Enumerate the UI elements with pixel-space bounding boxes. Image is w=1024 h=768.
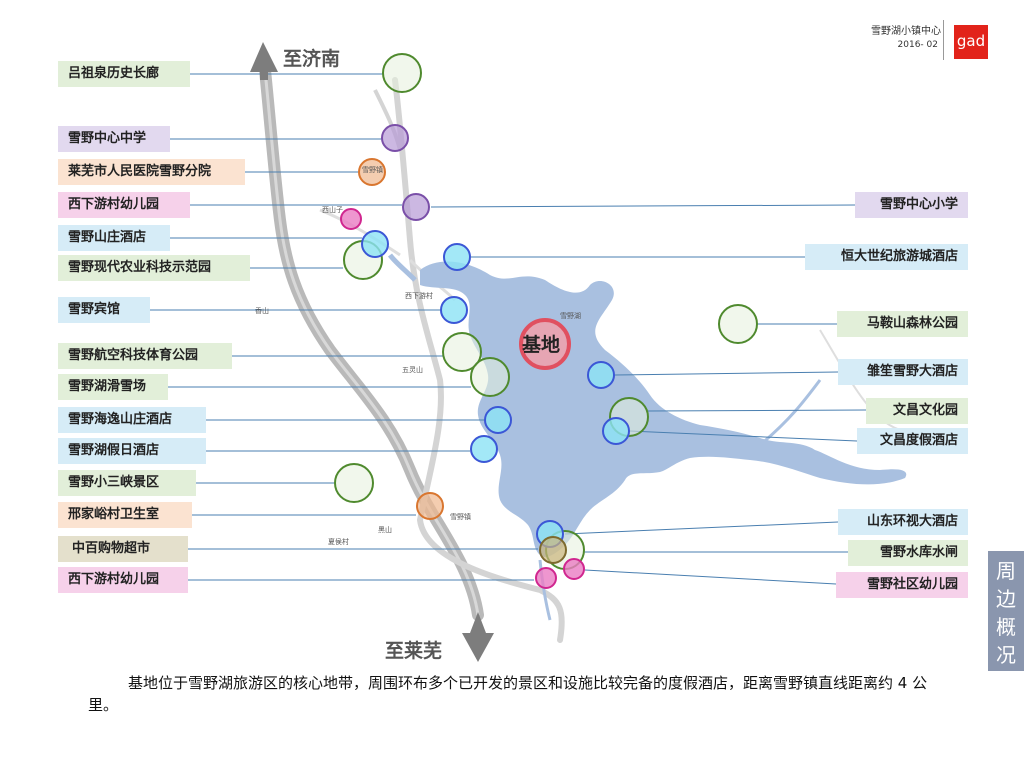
label-left-ski-resort: 雪野湖滑雪场 <box>58 374 168 400</box>
label-right-huanshi-hotel: 山东环视大酒店 <box>838 509 968 535</box>
marker-primary-school <box>402 193 430 221</box>
marker-clinic <box>416 492 444 520</box>
north-direction-label: 至济南 <box>283 48 341 70</box>
lake-arm <box>538 559 552 621</box>
label-left-kindergarten-2: 西下游村幼儿园 <box>58 567 188 593</box>
label-left-three-gorges: 雪野小三峡景区 <box>58 470 196 496</box>
road-branch <box>319 208 401 257</box>
map-text-xishanzi: 西山子 <box>322 205 343 214</box>
marker-hospital <box>358 158 386 186</box>
label-left-guesthouse: 雪野宾馆 <box>58 297 150 323</box>
label-left-shanzhuang-hotel: 雪野山庄酒店 <box>58 225 170 251</box>
kindergarten-markers <box>340 208 585 589</box>
marker-kindergarten-3 <box>563 558 585 580</box>
north-arrow <box>250 42 278 80</box>
label-left-haiyi-hotel: 雪野海逸山庄酒店 <box>58 407 206 433</box>
marker-wenchang-hotel <box>602 417 630 445</box>
map-text-heishan: 黑山 <box>378 525 392 534</box>
marker-haiyi-hotel <box>484 406 512 434</box>
label-right-wenchang-culture: 文昌文化园 <box>866 398 968 424</box>
label-left-hospital: 莱芜市人民医院雪野分院 <box>58 159 245 185</box>
lake-arm <box>387 253 417 282</box>
header-title: 雪野湖小镇中心 <box>871 26 941 37</box>
map-text-xiangshan: 香山 <box>255 306 269 315</box>
label-right-maanshan-park: 马鞍山森林公园 <box>837 311 968 337</box>
label-left-lvzuquan: 吕祖泉历史长廊 <box>58 61 190 87</box>
caption-text: 基地位于雪野湖旅游区的核心地带，周围环布多个已开发的景区和设施比较完备的度假酒店… <box>88 674 928 714</box>
section-tab-char: 况 <box>996 643 1016 667</box>
south-direction-label: 至莱芜 <box>385 640 443 662</box>
south-arrow <box>462 612 494 662</box>
header-date: 2016- 02 <box>897 40 938 50</box>
label-left-supermarket: 中百购物超市 <box>58 536 188 562</box>
marker-three-gorges <box>334 463 374 503</box>
site-label: 基地 <box>522 334 561 356</box>
map-place-names: 雪野湖 雪野镇 五灵山 香山 黑山 夏侯村 西下游村 西山子 雪野镇 <box>255 165 581 546</box>
map-text-xixiayou: 西下游村 <box>405 291 433 300</box>
map-text-town2: 雪野镇 <box>362 165 383 174</box>
label-left-clinic: 邢家峪村卫生室 <box>58 502 192 528</box>
label-right-evergrande-hotel: 恒大世纪旅游城酒店 <box>805 244 968 270</box>
label-left-aviation-park: 雪野航空科技体育公园 <box>58 343 232 369</box>
map-text-town: 雪野镇 <box>450 512 471 521</box>
header-divider <box>943 20 944 60</box>
label-right-community-kindergarten: 雪野社区幼儿园 <box>836 572 968 598</box>
marker-xueye-guesthouse <box>440 296 468 324</box>
label-left-kindergarten-1: 西下游村幼儿园 <box>58 192 190 218</box>
marker-aviation-park <box>442 332 482 372</box>
marker-ski-resort <box>470 357 510 397</box>
marker-maanshan-park <box>718 304 758 344</box>
marker-shanzhuang-hotel <box>361 230 389 258</box>
section-tab: 周 边 概 况 <box>988 551 1024 671</box>
road-branch <box>819 329 901 431</box>
marker-evergrande-hotel <box>443 243 471 271</box>
lake-arm <box>759 379 822 447</box>
marker-supermarket <box>539 536 567 564</box>
connector-lines <box>150 73 867 585</box>
marker-middle-school <box>381 124 409 152</box>
map-text-lake: 雪野湖 <box>560 311 581 320</box>
label-left-middle-school: 雪野中心中学 <box>58 126 170 152</box>
section-tab-char: 概 <box>996 615 1016 639</box>
map-text-xiahou: 夏侯村 <box>328 537 349 546</box>
label-right-wenchang-hotel: 文昌度假酒店 <box>857 428 968 454</box>
label-left-holiday-hotel: 雪野湖假日酒店 <box>58 438 206 464</box>
marker-weisheng-hotel <box>587 361 615 389</box>
label-right-reservoir-gate: 雪野水库水闸 <box>848 540 968 566</box>
marker-kindergarten-2 <box>535 567 557 589</box>
section-tab-char: 边 <box>996 587 1016 611</box>
label-right-weisheng-hotel: 雏笙雪野大酒店 <box>838 359 968 385</box>
marker-kindergarten-1 <box>340 208 362 230</box>
label-left-agri-park: 雪野现代农业科技示范园 <box>58 255 250 281</box>
label-right-primary-school: 雪野中心小学 <box>855 192 968 218</box>
clinic-markers <box>358 158 444 520</box>
site-marker <box>519 318 571 370</box>
section-tab-char: 周 <box>996 559 1016 583</box>
school-markers <box>381 124 430 221</box>
marker-holiday-hotel <box>470 435 498 463</box>
marker-lvzuquan <box>382 53 422 93</box>
map-text-wulingshan: 五灵山 <box>402 365 423 374</box>
gad-logo: gad <box>954 25 988 59</box>
